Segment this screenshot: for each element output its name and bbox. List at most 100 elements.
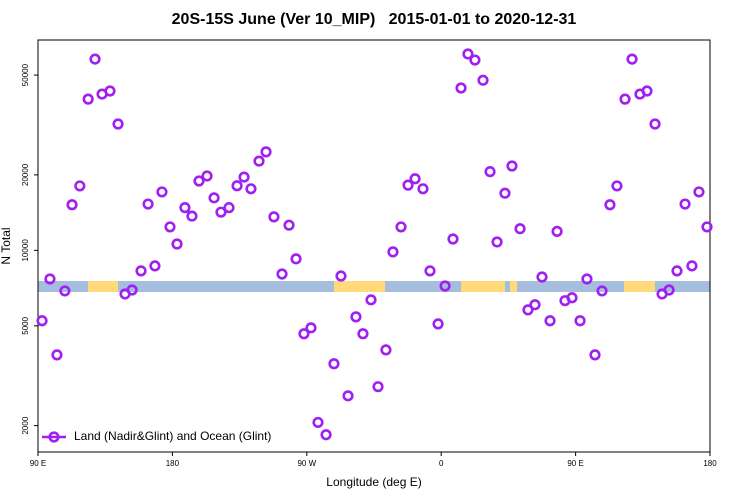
land-band [461,281,505,292]
y-tick-label: 20000 [21,163,30,186]
point [164,221,176,233]
point [260,146,272,158]
point [179,202,191,214]
point [417,183,429,195]
point [283,219,295,231]
point [365,294,377,306]
point [245,183,257,195]
point [253,155,265,167]
point [701,221,713,233]
point [312,416,324,429]
legend-marker [48,431,60,443]
y-tick-label: 10000 [21,239,30,262]
point [305,322,317,334]
land-band [510,281,517,292]
point [215,206,227,218]
y-tick-label: 5000 [21,316,30,334]
point [59,285,71,297]
point [499,187,511,199]
land-band [334,281,385,292]
point [201,170,213,182]
x-tick-label: 180 [703,459,717,468]
point [679,198,691,210]
point [89,53,101,65]
point [693,186,705,198]
point [112,118,124,130]
x-tick-label: 90 E [567,459,583,468]
point [44,273,56,285]
point [506,160,518,172]
point [149,260,161,272]
point [135,265,147,277]
point [574,315,586,327]
point [409,173,421,185]
point [186,210,198,222]
point [671,265,683,277]
point [51,349,63,361]
point [298,328,310,340]
point [455,82,467,94]
point [439,280,451,292]
x-tick-label: 0 [439,459,444,468]
legend-label: Land (Nadir&Glint) and Ocean (Glint) [74,429,271,443]
point [611,180,623,192]
x-axis-title: Longitude (deg E) [326,475,421,489]
point [581,273,593,285]
point [328,358,340,370]
point [223,202,235,214]
point [372,381,384,393]
x-tick-label: 180 [166,459,180,468]
point [208,192,220,204]
point [268,211,280,223]
point [171,238,183,250]
point [276,268,288,280]
point [424,265,436,277]
point [66,199,78,211]
point [491,236,503,248]
point [536,271,548,283]
point [350,311,362,323]
point [619,93,631,105]
point [320,429,332,441]
point [566,292,578,304]
point [335,270,347,282]
y-axis-title: N Total [0,227,13,264]
point [529,299,541,311]
plot-frame [37,39,711,453]
point [290,253,302,265]
point [686,260,698,272]
point [462,48,474,60]
point [193,175,205,187]
point [380,344,392,356]
point [522,304,534,316]
point [238,171,250,183]
x-tick-label: 90 W [297,459,316,468]
point [142,198,154,210]
point [626,53,638,65]
chart-title: 20S-15S June (Ver 10_MIP) 2015-01-01 to … [172,11,577,28]
x-tick-label: 90 E [30,459,46,468]
point [156,186,168,198]
point [36,315,48,327]
point [604,199,616,211]
point [477,74,489,86]
point [357,328,369,340]
point [126,284,138,296]
point [484,166,496,178]
point [395,221,407,233]
land-band [624,281,655,292]
point [641,85,653,97]
point [649,118,661,130]
point [589,349,601,361]
surface-band [38,281,710,292]
point [514,223,526,235]
point [387,246,399,258]
point [342,390,354,402]
point [402,179,414,191]
point [447,233,459,245]
point [544,315,556,327]
point [596,285,608,297]
point [469,54,481,66]
point [663,284,675,296]
land-band [88,281,118,292]
